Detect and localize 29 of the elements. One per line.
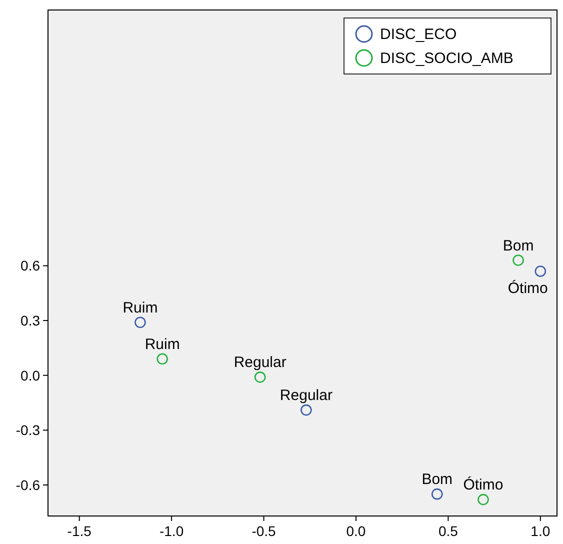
x-tick-label: -1.5 bbox=[67, 523, 92, 539]
annotation: Regular bbox=[280, 387, 332, 404]
annotation: Bom bbox=[422, 471, 453, 488]
annotation: Regular bbox=[234, 354, 286, 372]
x-tick-label: 0.5 bbox=[438, 523, 458, 539]
point bbox=[156, 353, 168, 365]
y-tick-label: -0.6 bbox=[16, 476, 40, 493]
point bbox=[254, 372, 266, 383]
point bbox=[431, 488, 443, 500]
annotation: Ótimo bbox=[508, 279, 548, 298]
point bbox=[534, 266, 546, 277]
annotation: Ótimo bbox=[463, 476, 504, 494]
point bbox=[134, 316, 146, 328]
y-tick-label: -0.3 bbox=[16, 422, 40, 438]
annotation: Ruim bbox=[122, 299, 158, 316]
point bbox=[300, 404, 312, 416]
legend-label: DISC_SOCIO_AMB bbox=[380, 50, 514, 67]
legend-label: DISC_ECO bbox=[380, 26, 457, 43]
y-tick-label: 0.3 bbox=[20, 312, 40, 329]
x-tick-label: -1.0 bbox=[160, 523, 184, 539]
annotation: Ruim bbox=[144, 336, 180, 353]
x-tick-label: 0.0 bbox=[346, 523, 366, 539]
x-tick-label: 1.0 bbox=[530, 523, 550, 539]
point bbox=[478, 494, 489, 506]
x-tick-label: -0.5 bbox=[252, 523, 276, 539]
annotation: Bom bbox=[502, 237, 534, 254]
y-tick-label: 0.6 bbox=[20, 258, 40, 274]
y-tick-label: 0.0 bbox=[20, 367, 40, 384]
point bbox=[512, 254, 524, 266]
